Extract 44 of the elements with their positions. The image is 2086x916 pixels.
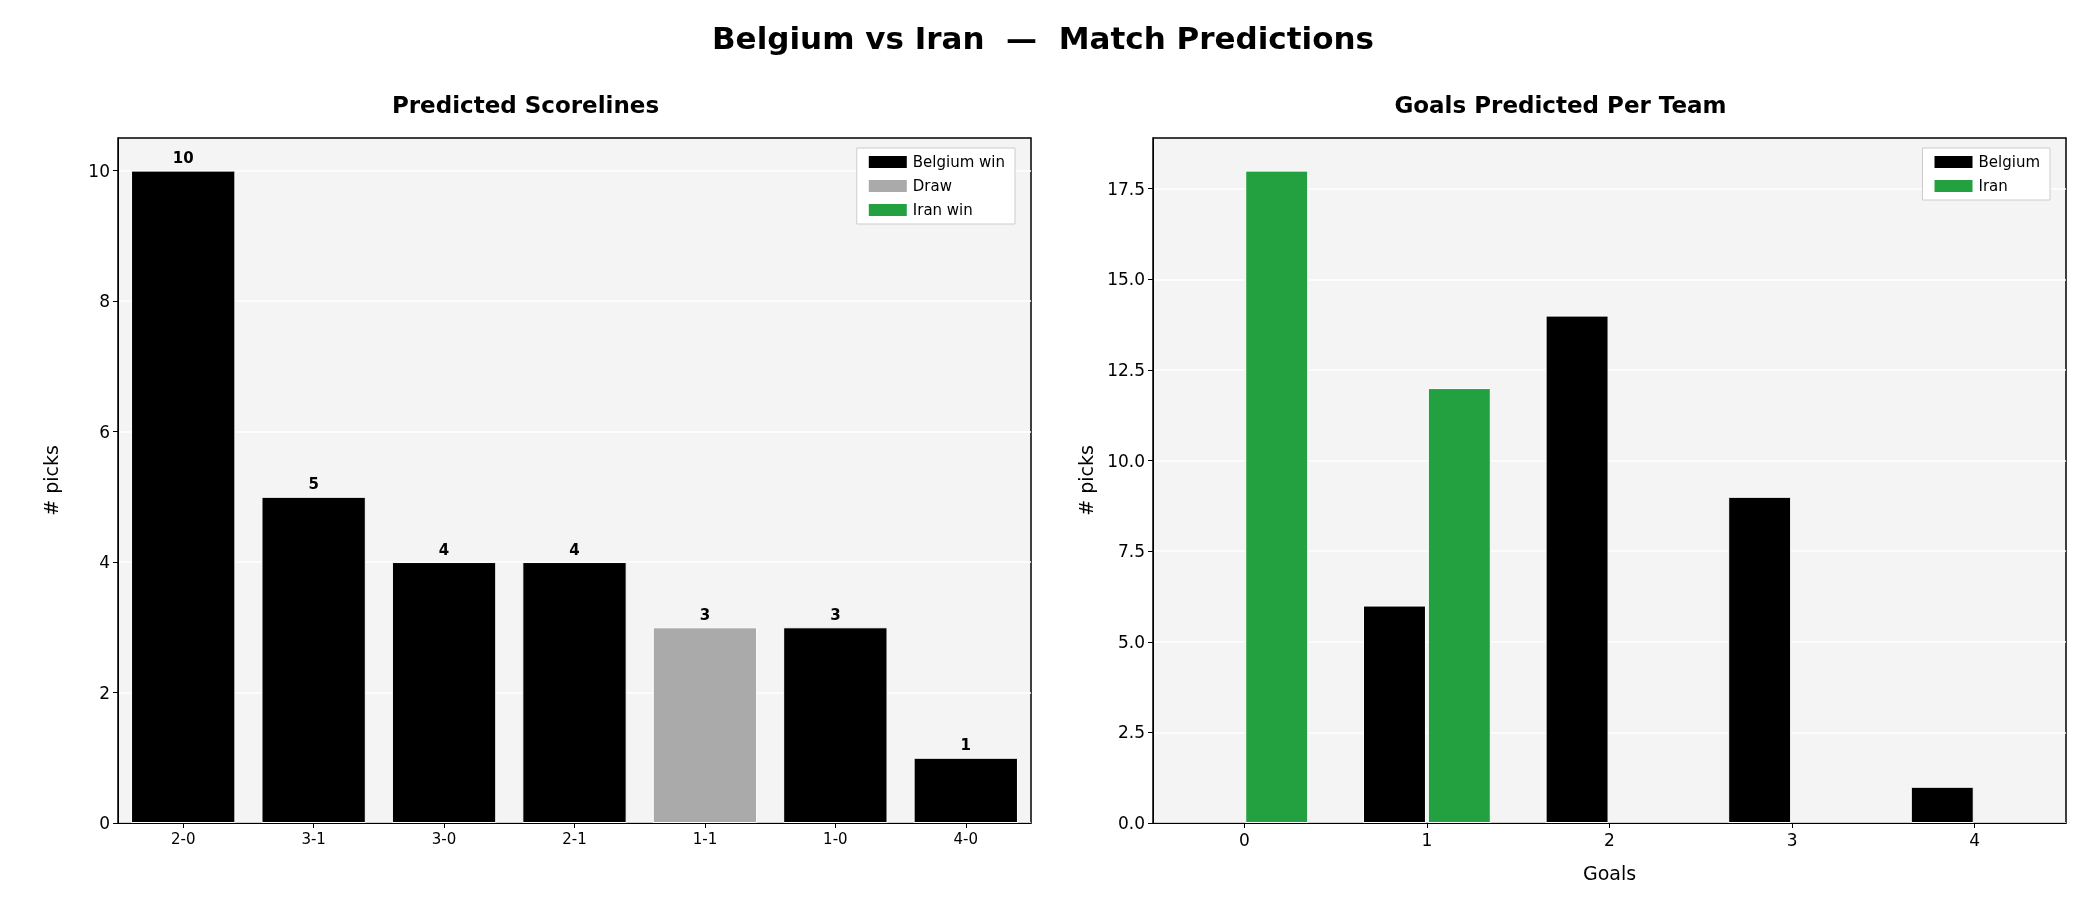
y-tick-label: 4	[99, 552, 110, 573]
y-tick-label: 0	[99, 813, 110, 833]
legend-label: Iran win	[912, 201, 973, 219]
y-tick-label: 15.0	[1107, 269, 1145, 290]
x-tick-label: 3	[1786, 829, 1798, 850]
x-tick-label: 4-0	[953, 829, 979, 848]
data-label: 10	[172, 149, 194, 168]
y-tick-label: 0.0	[1117, 813, 1145, 833]
legend-label: Belgium win	[912, 153, 1006, 171]
legend-label: Draw	[912, 177, 952, 195]
y-tick-label: 5.0	[1117, 631, 1145, 652]
y-tick-label: 7.5	[1117, 541, 1145, 562]
y-tick-label: 2	[99, 682, 110, 703]
chart-subtitle: Goals Predicted Per Team	[1394, 91, 1727, 118]
y-axis-title: # picks	[1074, 445, 1097, 516]
y-tick-label: 10.0	[1107, 450, 1145, 471]
data-label: 4	[569, 540, 580, 559]
y-tick-label: 6	[99, 421, 110, 442]
data-label: 3	[830, 605, 841, 624]
y-tick-label: 17.5	[1107, 178, 1145, 199]
y-tick-label: 10	[88, 160, 110, 181]
chart-title: Belgium vs Iran — Match Predictions	[711, 19, 1375, 58]
x-tick-label: 4	[1969, 829, 1981, 850]
x-tick-label: 2	[1604, 829, 1615, 850]
legend-label: Iran	[1978, 177, 2008, 195]
x-tick-label: 1-1	[692, 829, 718, 848]
data-label: 1	[960, 736, 971, 755]
x-axis-title: Goals	[1582, 861, 1637, 884]
y-tick-label: 8	[99, 291, 110, 312]
x-tick-label: 1	[1421, 829, 1433, 850]
x-tick-label: 2-0	[170, 829, 196, 848]
x-tick-label: 2-1	[562, 829, 587, 848]
chart-subtitle: Predicted Scorelines	[391, 91, 660, 118]
data-label: 5	[308, 475, 319, 494]
legend-label: Belgium	[1978, 153, 2041, 171]
y-tick-label: 2.5	[1117, 722, 1145, 743]
y-axis-title: # picks	[39, 445, 62, 516]
x-tick-label: 0	[1238, 829, 1250, 850]
x-tick-label: 1-0	[823, 829, 848, 848]
x-tick-label: 3-1	[301, 829, 326, 848]
x-tick-label: 3-0	[431, 829, 457, 848]
y-tick-label: 12.5	[1107, 359, 1145, 380]
data-label: 3	[699, 605, 711, 624]
data-label: 4	[438, 540, 450, 559]
